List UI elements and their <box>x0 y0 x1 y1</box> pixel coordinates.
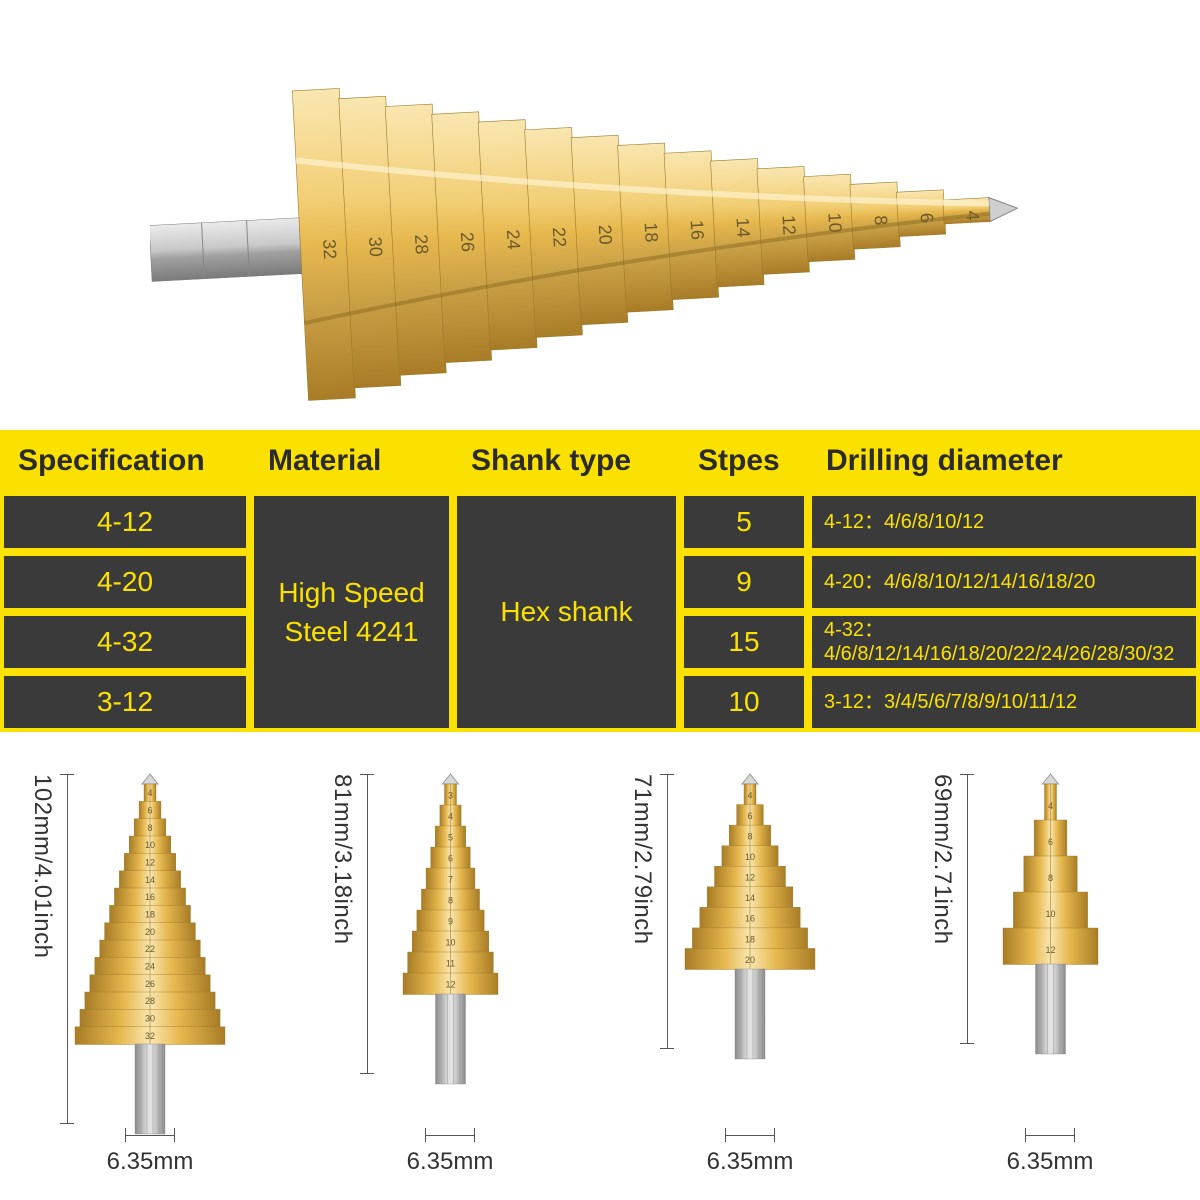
drill-svg-2: 468101214161820 <box>675 772 825 1067</box>
svg-text:14: 14 <box>733 217 754 238</box>
svg-text:12: 12 <box>778 215 799 236</box>
cell-spec-2: 4-32 <box>0 612 250 672</box>
drill-slot-1: 3456789101112 81mm/3.18inch 6.35mm <box>300 762 600 1200</box>
col-steps: 5 9 15 10 <box>680 492 808 732</box>
cell-shank: Hex shank <box>453 492 680 732</box>
col-spec: 4-12 4-20 4-32 3-12 <box>0 492 250 732</box>
svg-text:26: 26 <box>457 231 478 252</box>
header-steps: Stpes <box>680 430 808 492</box>
svg-text:22: 22 <box>549 227 570 248</box>
dim-height-0: 102mm/4.01inch <box>28 774 56 958</box>
dim-width-1: 6.35mm <box>300 1148 600 1176</box>
svg-text:24: 24 <box>503 229 524 250</box>
svg-text:32: 32 <box>319 239 340 260</box>
drill-slot-2: 468101214161820 71mm/2.79inch 6.35mm <box>600 762 900 1200</box>
spec-table-header: Specification Material Shank type Stpes … <box>0 430 1200 492</box>
svg-text:18: 18 <box>641 222 662 243</box>
dim-h-line-0 <box>125 1128 175 1142</box>
svg-text:16: 16 <box>687 219 708 240</box>
dim-height-3: 69mm/2.71inch <box>928 774 956 945</box>
drill-svg-0: 468101214161820222426283032 <box>65 772 235 1142</box>
cell-diam-0: 4-12：4/6/8/10/12 <box>808 492 1200 552</box>
drill-svg-1: 3456789101112 <box>393 772 508 1092</box>
dim-v-bracket-2 <box>660 774 674 1049</box>
spec-table: Specification Material Shank type Stpes … <box>0 430 1200 732</box>
cell-steps-2: 15 <box>680 612 808 672</box>
col-shank: Hex shank <box>453 492 680 732</box>
drill-slot-0: 468101214161820222426283032 102mm/4.01inc… <box>0 762 300 1200</box>
dim-h-line-1 <box>425 1128 475 1142</box>
dim-v-bracket-0 <box>60 774 74 1124</box>
cell-diam-1: 4-20：4/6/8/10/12/14/16/18/20 <box>808 552 1200 612</box>
cell-material: High Speed Steel 4241 <box>250 492 453 732</box>
spec-table-body: 4-12 4-20 4-32 3-12 High Speed Steel 424… <box>0 492 1200 732</box>
header-spec: Specification <box>0 430 250 492</box>
header-shank: Shank type <box>453 430 680 492</box>
dim-h-line-3 <box>1025 1128 1075 1142</box>
svg-text:20: 20 <box>595 224 616 245</box>
dim-v-bracket-3 <box>960 774 974 1044</box>
svg-text:28: 28 <box>411 234 432 255</box>
drills-row: 468101214161820222426283032 102mm/4.01inc… <box>0 762 1200 1200</box>
dim-height-1: 81mm/3.18inch <box>328 774 356 945</box>
cell-spec-0: 4-12 <box>0 492 250 552</box>
cell-diam-2: 4-32：4/6/8/12/14/16/18/20/22/24/26/28/30… <box>808 612 1200 672</box>
col-material: High Speed Steel 4241 <box>250 492 453 732</box>
dim-h-line-2 <box>725 1128 775 1142</box>
drill-slot-3: 4681012 69mm/2.71inch 6.35mm <box>900 762 1200 1200</box>
dim-width-3: 6.35mm <box>900 1148 1200 1176</box>
dim-height-2: 71mm/2.79inch <box>628 774 656 945</box>
dim-width-2: 6.35mm <box>600 1148 900 1176</box>
col-diameter: 4-12：4/6/8/10/12 4-20：4/6/8/10/12/14/16/… <box>808 492 1200 732</box>
svg-text:30: 30 <box>365 236 386 257</box>
cell-steps-1: 9 <box>680 552 808 612</box>
header-material: Material <box>250 430 453 492</box>
dim-v-bracket-1 <box>360 774 374 1074</box>
drill-svg-3: 4681012 <box>993 772 1108 1062</box>
cell-spec-3: 3-12 <box>0 672 250 732</box>
dim-width-0: 6.35mm <box>0 1148 300 1176</box>
cell-spec-1: 4-20 <box>0 552 250 612</box>
cell-steps-3: 10 <box>680 672 808 732</box>
header-diameter: Drilling diameter <box>808 430 1200 492</box>
cell-diam-3: 3-12：3/4/5/6/7/8/9/10/11/12 <box>808 672 1200 732</box>
hero-drill: 323028262422201816141210864 <box>150 30 1050 410</box>
hero-drill-svg: 323028262422201816141210864 <box>150 30 1050 410</box>
cell-steps-0: 5 <box>680 492 808 552</box>
